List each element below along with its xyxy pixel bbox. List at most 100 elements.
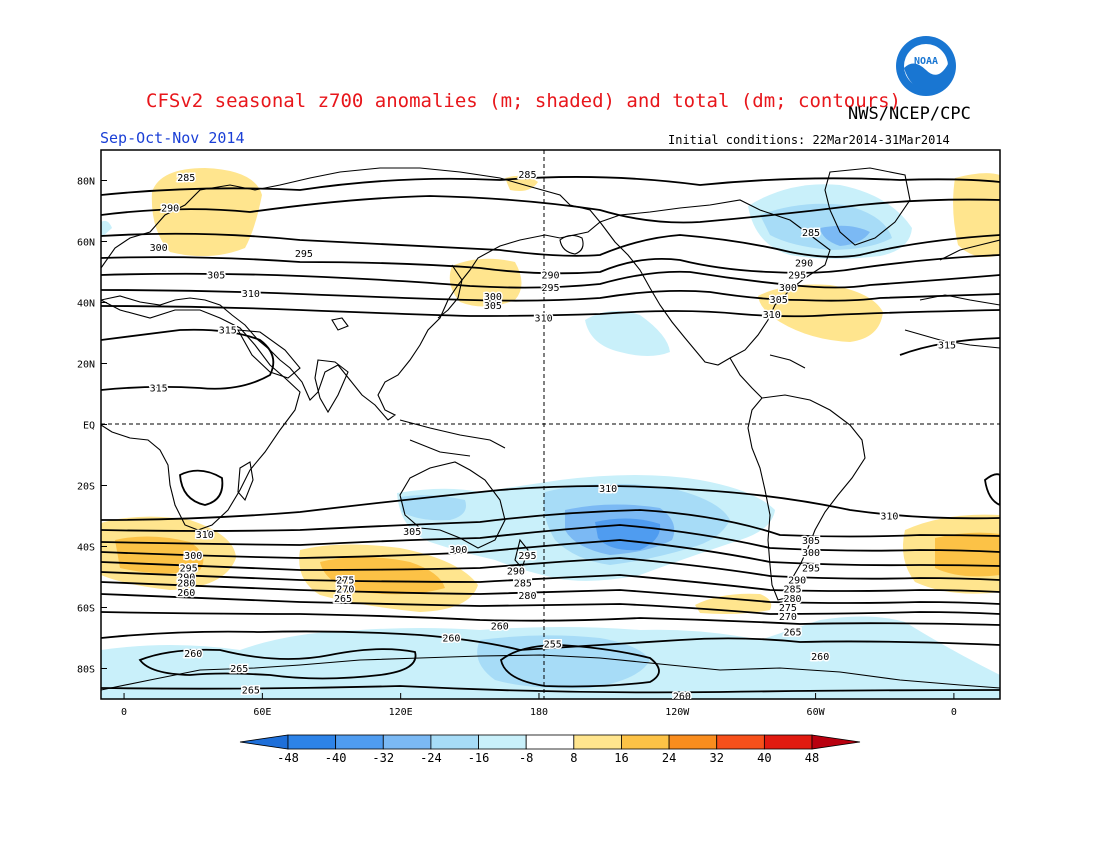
lat-label: 20S (77, 482, 95, 493)
logo-text: NOAA (914, 56, 938, 67)
contour-label: 310 (880, 512, 898, 523)
contour-label: 305 (207, 271, 225, 282)
contour-label: 310 (196, 530, 214, 541)
longitude-axis: 0 60E 120E 180 120W 60W 0 (121, 693, 957, 718)
colorbar-label: -32 (372, 751, 394, 765)
contour-label: 275 (336, 576, 354, 587)
colorbar-max-arrow (811, 734, 861, 750)
contour-label: 315 (938, 341, 956, 352)
colorbar-label: 16 (614, 751, 628, 765)
latitude-axis: 80N 60N 40N 20N EQ 20S 40S 60S 80S (77, 177, 107, 676)
colorbar-bin (478, 734, 527, 750)
contour-label: 295 (802, 563, 820, 574)
contour-label: 260 (811, 652, 829, 663)
lat-label: 20N (77, 360, 95, 371)
lon-label: 60E (253, 707, 271, 718)
contour-label: 305 (484, 301, 502, 312)
contour-label: 260 (184, 649, 202, 660)
contour-label: 300 (449, 545, 467, 556)
contour-label: 295 (295, 249, 313, 260)
contour-label: 260 (491, 621, 509, 632)
contour-label: 295 (518, 551, 536, 562)
contour-label: 310 (763, 310, 781, 321)
contour-label: 290 (541, 271, 559, 282)
contour-label: 265 (784, 627, 802, 638)
lat-label: 40S (77, 543, 95, 554)
colorbar-bin (763, 734, 813, 750)
contour-label: 315 (219, 325, 237, 336)
colorbar: -48 -40 -32 -24 -16 -8 8 16 24 32 40 48 (239, 734, 861, 765)
agency-label: NWS/NCEP/CPC (848, 104, 971, 124)
contour-label: 260 (177, 588, 195, 599)
height-contours (101, 176, 1000, 694)
colorbar-label: 24 (662, 751, 676, 765)
contour-label: 295 (541, 283, 559, 294)
contour-label: 260 (442, 634, 460, 645)
contour-label: 270 (336, 585, 354, 596)
lon-label: 60W (807, 707, 826, 718)
contour-label: 270 (779, 612, 797, 623)
coastlines (101, 167, 1000, 691)
contour-label: 310 (242, 289, 260, 300)
lon-label: 180 (530, 707, 548, 718)
contour-label: 285 (177, 173, 195, 184)
noaa-logo: NOAA (896, 36, 956, 96)
contour-label: 255 (544, 640, 562, 651)
contour-label: 275 (779, 603, 797, 614)
contour-label: 285 (784, 585, 802, 596)
anomaly-shading (101, 168, 1000, 699)
contour-label: 285 (518, 170, 536, 181)
contour-label: 290 (507, 566, 525, 577)
colorbar-bin (621, 734, 670, 750)
colorbar-bin (430, 734, 479, 750)
contour-label: 310 (599, 484, 617, 495)
contour-label: 295 (180, 563, 198, 574)
contour-label: 310 (535, 313, 553, 324)
colorbar-label: 48 (805, 751, 819, 765)
lon-label: 120W (665, 707, 690, 718)
colorbar-bin (382, 734, 432, 750)
colorbar-label: -40 (325, 751, 347, 765)
contour-label: 265 (242, 685, 260, 696)
contour-label: 290 (177, 573, 195, 584)
colorbar-bin (668, 734, 718, 750)
contour-label: 265 (334, 594, 352, 605)
contour-labels: 285 2852903002953053102902953003053102852… (148, 168, 957, 702)
contour-label: 260 (673, 691, 691, 702)
colorbar-bin (335, 734, 384, 750)
lat-label: EQ (83, 421, 95, 432)
contour-label: 300 (779, 283, 797, 294)
contour-label: 315 (150, 383, 168, 394)
colorbar-min-arrow (239, 734, 289, 750)
contour-label: 300 (802, 548, 820, 559)
lat-label: 60S (77, 604, 95, 615)
contour-label: 305 (403, 527, 421, 538)
season-label: Sep-Oct-Nov 2014 (100, 129, 245, 147)
lon-label: 0 (951, 707, 957, 718)
contour-label: 300 (184, 551, 202, 562)
colorbar-label: 8 (570, 751, 577, 765)
colorbar-label: -24 (420, 751, 442, 765)
lon-label: 120E (389, 707, 413, 718)
contour-label: 305 (802, 536, 820, 547)
lat-label: 40N (77, 299, 95, 310)
contour-label: 280 (784, 594, 802, 605)
lat-label: 60N (77, 238, 95, 249)
colorbar-label: 32 (710, 751, 724, 765)
initial-conditions-label: Initial conditions: 22Mar2014-31Mar2014 (668, 133, 950, 147)
colorbar-bin (573, 734, 622, 750)
contour-label: 280 (177, 579, 195, 590)
colorbar-label: 40 (757, 751, 771, 765)
contour-label: 285 (802, 228, 820, 239)
contour-label: 285 (514, 579, 532, 590)
contour-label: 280 (518, 591, 536, 602)
contour-label: 265 (230, 664, 248, 675)
map-title: CFSv2 seasonal z700 anomalies (m; shaded… (146, 90, 901, 112)
lat-label: 80N (77, 177, 95, 188)
colorbar-label: -8 (519, 751, 533, 765)
contour-label: 290 (795, 258, 813, 269)
contour-label: 300 (484, 292, 502, 303)
contour-label: 295 (788, 271, 806, 282)
contour-label: 290 (161, 203, 179, 214)
